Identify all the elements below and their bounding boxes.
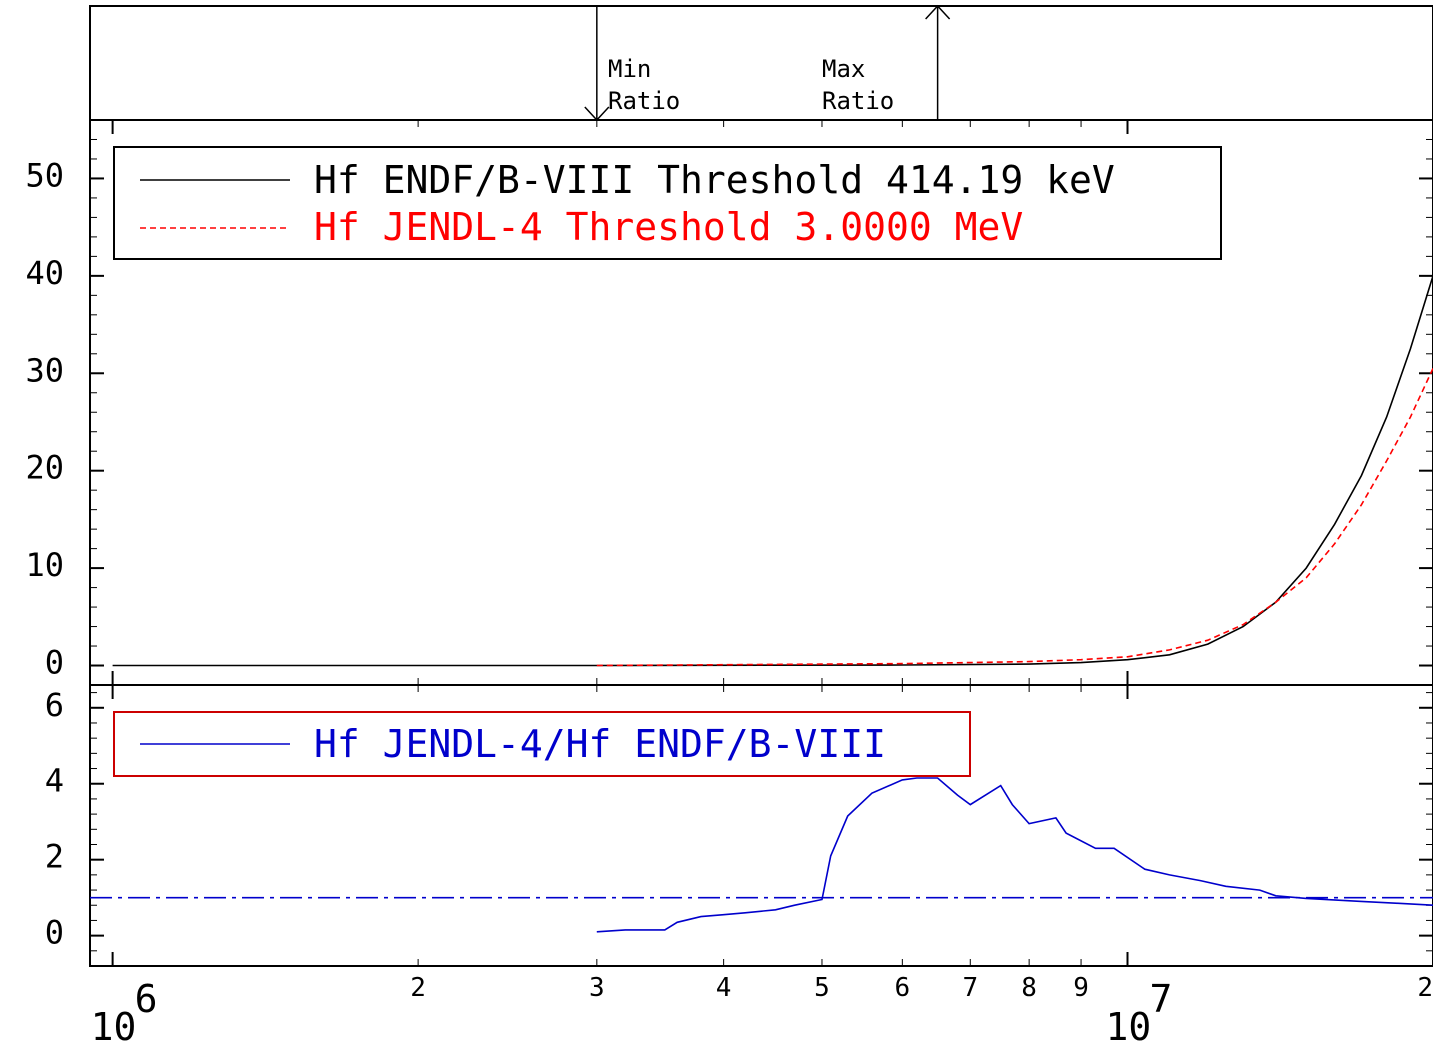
x-tick-label: 7: [962, 973, 978, 1003]
top-legend: Hf ENDF/B-VIII Threshold 414.19 keV Hf J…: [113, 146, 1222, 260]
x-decade-label-exponent: 7: [1149, 977, 1172, 1021]
ratio-range-panel: [89, 5, 1433, 121]
series-line: [112, 275, 1433, 667]
max-ratio-marker: Max Ratio: [822, 4, 951, 120]
top-legend-box: [113, 146, 1222, 260]
min-ratio-marker: Min Ratio: [584, 6, 680, 122]
legend-ratio-label: Hf JENDL-4/Hf ENDF/B-VIII: [314, 722, 886, 766]
x-tick-label: 5: [814, 973, 830, 1003]
top-y-tick-labels: 0 10 20 30 40 50: [25, 156, 64, 681]
min-ratio-label-line2: Ratio: [608, 87, 680, 115]
series-line: [596, 777, 1433, 933]
x-decade-label-exponent: 6: [135, 977, 158, 1021]
y-tick-label: 10: [25, 546, 64, 584]
x-tick-label: 2: [410, 973, 426, 1003]
x-tick-label: 2: [1417, 973, 1433, 1003]
ratio-plot-ticks: [90, 685, 1433, 966]
x-tick-label: 4: [716, 973, 732, 1003]
y-tick-label: 4: [45, 762, 64, 800]
y-tick-label: 0: [45, 644, 64, 682]
legend-jendl-label: Hf JENDL-4 Threshold 3.0000 MeV: [314, 205, 1023, 249]
ratio-plot-series: [90, 777, 1433, 933]
max-ratio-label-line2: Ratio: [822, 87, 894, 115]
y-tick-label: 20: [25, 449, 64, 487]
top-plot-series: [112, 275, 1433, 667]
ratio-plot-frame: [89, 684, 1433, 967]
ratio-legend: Hf JENDL-4/Hf ENDF/B-VIII: [113, 711, 971, 777]
series-line: [596, 368, 1433, 667]
y-tick-label: 40: [25, 254, 64, 292]
y-tick-label: 2: [45, 838, 64, 876]
y-tick-label: 0: [45, 914, 64, 952]
max-ratio-label-line1: Max: [822, 55, 865, 83]
x-tick-label: 9: [1073, 973, 1089, 1003]
legend-endf-label: Hf ENDF/B-VIII Threshold 414.19 keV: [314, 158, 1115, 202]
x-decade-label-base: 10: [1105, 1005, 1151, 1049]
x-tick-label: 6: [895, 973, 911, 1003]
y-tick-label: 30: [25, 351, 64, 389]
max-ratio-arrowhead: [925, 4, 951, 20]
x-decade-label-base: 10: [91, 1005, 137, 1049]
y-tick-label: 50: [25, 156, 64, 194]
y-tick-label: 6: [45, 686, 64, 724]
x-tick-label: 8: [1021, 973, 1037, 1003]
top-plot-ticks: [90, 120, 1433, 685]
ratio-y-tick-labels: 0 2 4 6: [45, 686, 64, 952]
min-ratio-label-line1: Min: [608, 55, 651, 83]
x-tick-label: 3: [589, 973, 605, 1003]
